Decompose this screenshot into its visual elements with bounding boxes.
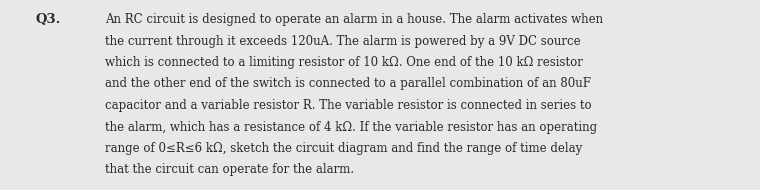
Text: An RC circuit is designed to operate an alarm in a house. The alarm activates wh: An RC circuit is designed to operate an …	[105, 13, 603, 26]
Text: the alarm, which has a resistance of 4 kΩ. If the variable resistor has an opera: the alarm, which has a resistance of 4 k…	[105, 120, 597, 134]
Text: the current through it exceeds 120uA. The alarm is powered by a 9V DC source: the current through it exceeds 120uA. Th…	[105, 35, 581, 48]
Text: which is connected to a limiting resistor of 10 kΩ. One end of the 10 kΩ resisto: which is connected to a limiting resisto…	[105, 56, 583, 69]
Text: range of 0≤R≤6 kΩ, sketch the circuit diagram and find the range of time delay: range of 0≤R≤6 kΩ, sketch the circuit di…	[105, 142, 582, 155]
Text: Q3.: Q3.	[35, 13, 60, 26]
Text: that the circuit can operate for the alarm.: that the circuit can operate for the ala…	[105, 164, 354, 177]
Text: and the other end of the switch is connected to a parallel combination of an 80u: and the other end of the switch is conne…	[105, 78, 591, 90]
Text: capacitor and a variable resistor R. The variable resistor is connected in serie: capacitor and a variable resistor R. The…	[105, 99, 591, 112]
